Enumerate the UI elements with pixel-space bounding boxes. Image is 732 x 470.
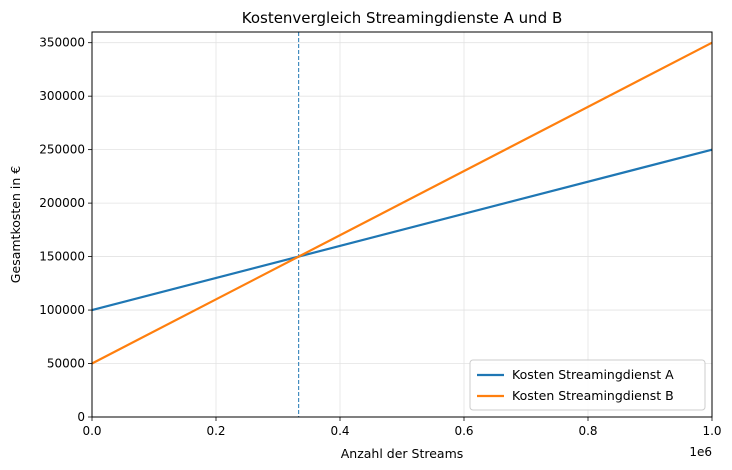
series-line-b xyxy=(91,41,713,365)
legend-label: Kosten Streamingdienst B xyxy=(512,388,674,403)
y-tick-label: 350000 xyxy=(39,36,85,50)
x-tick-label: 0.4 xyxy=(330,424,349,438)
y-axis-ticks: 0 50000 100000 150000 200000 250000 300000 3500… xyxy=(39,36,92,424)
legend: Kosten Streamingdienst A Kosten Streaming… xyxy=(469,359,706,411)
series-line-a xyxy=(91,148,713,312)
x-axis-offset-label: 1e6 xyxy=(689,445,712,459)
series-layer xyxy=(91,41,713,365)
y-axis-label: Gesamtkosten in € xyxy=(8,166,23,283)
y-tick-label: 150000 xyxy=(39,250,85,264)
y-tick-label: 50000 xyxy=(47,357,85,371)
y-tick-label: 250000 xyxy=(39,143,85,157)
x-tick-label: 0.6 xyxy=(454,424,473,438)
x-tick-label: 0.0 xyxy=(82,424,101,438)
y-tick-label: 300000 xyxy=(39,89,85,103)
y-tick-label: 0 xyxy=(77,410,85,424)
chart-title: Kostenvergleich Streamingdienste A und B xyxy=(242,9,563,27)
x-tick-label: 0.2 xyxy=(206,424,225,438)
y-tick-label: 100000 xyxy=(39,303,85,317)
x-axis-label: Anzahl der Streams xyxy=(341,446,464,461)
x-tick-label: 0.8 xyxy=(578,424,597,438)
plot-frame xyxy=(91,31,713,418)
legend-box xyxy=(469,359,706,411)
x-tick-label: 1.0 xyxy=(702,424,721,438)
legend-label: Kosten Streamingdienst A xyxy=(512,367,674,382)
y-tick-label: 200000 xyxy=(39,196,85,210)
x-axis-ticks: 0.0 0.2 0.4 0.6 0.8 1.0 xyxy=(82,417,722,438)
